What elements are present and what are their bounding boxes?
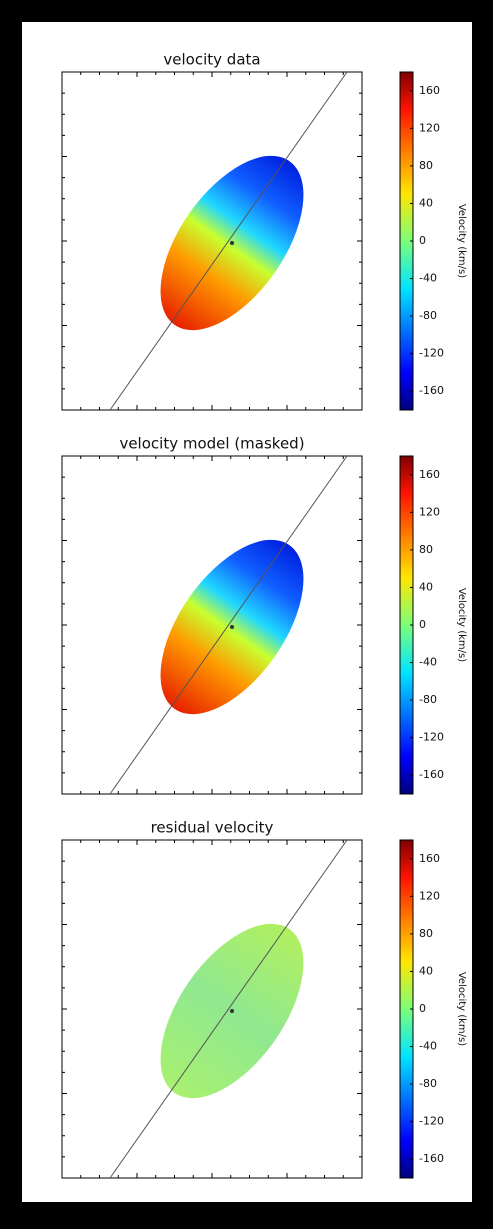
colorbar-tick-label: -40 — [419, 656, 437, 669]
colorbar-tick-label: 80 — [419, 543, 433, 556]
major-axis-line — [109, 455, 348, 795]
panel-title: velocity data — [163, 51, 260, 69]
colorbar-label: Velocity (km/s) — [456, 588, 467, 662]
panel-title: residual velocity — [151, 819, 274, 837]
colorbar-label: Velocity (km/s) — [456, 204, 467, 278]
colorbar-tick-label: -160 — [419, 768, 444, 781]
colorbar-tick-label: -80 — [419, 1077, 437, 1090]
colorbar-tick-label: -120 — [419, 347, 444, 360]
colorbar-tick-label: 40 — [419, 580, 433, 593]
colorbar-tick-label: -80 — [419, 693, 437, 706]
colorbar-tick-label: -40 — [419, 272, 437, 285]
colorbar-label: Velocity (km/s) — [456, 972, 467, 1046]
colorbar-tick-label: 120 — [419, 505, 440, 518]
center-marker — [230, 625, 234, 629]
colorbar-tick-label: 120 — [419, 121, 440, 134]
colorbar-tick-label: 80 — [419, 159, 433, 172]
colorbar-tick-label: 0 — [419, 618, 426, 631]
colorbar-tick-label: 160 — [419, 852, 440, 865]
major-axis-line — [109, 71, 348, 411]
colorbar-tick-label: 160 — [419, 468, 440, 481]
colorbar-tick-label: 120 — [419, 889, 440, 902]
colorbar-tick-label: 0 — [419, 234, 426, 247]
colorbar-tick-label: 80 — [419, 927, 433, 940]
colorbar-tick-label: 160 — [419, 84, 440, 97]
colorbar-tick-label: -160 — [419, 1152, 444, 1165]
colorbar-tick-label: -80 — [419, 309, 437, 322]
colorbar-tick-label: -160 — [419, 384, 444, 397]
colorbar-tick-label: 40 — [419, 196, 433, 209]
center-marker — [230, 241, 234, 245]
panel-title: velocity model (masked) — [119, 435, 304, 453]
center-marker — [230, 1009, 234, 1013]
colorbar-tick-label: -40 — [419, 1040, 437, 1053]
colorbar-tick-label: -120 — [419, 1115, 444, 1128]
colorbar-tick-label: 40 — [419, 964, 433, 977]
colorbar-tick-label: 0 — [419, 1002, 426, 1015]
colorbar-tick-label: -120 — [419, 731, 444, 744]
major-axis-line — [109, 839, 348, 1179]
